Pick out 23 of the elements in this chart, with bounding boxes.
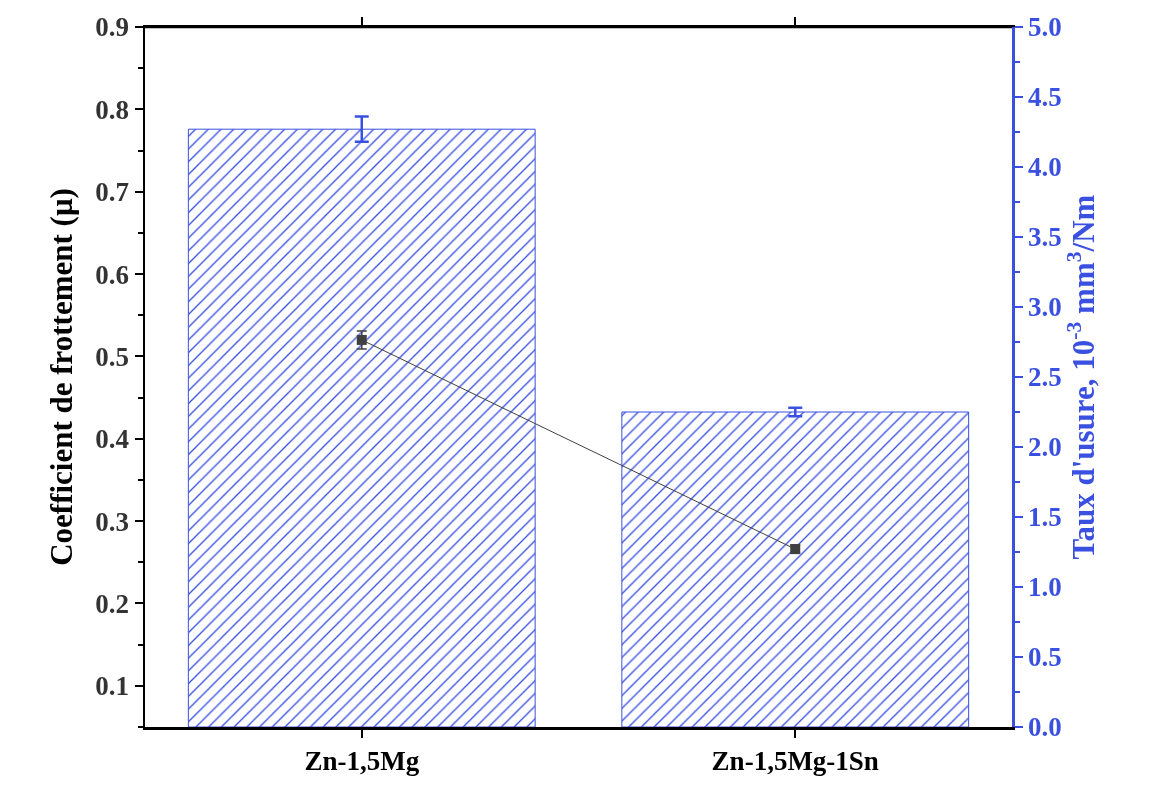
y2-tick-label: 3.5 <box>1027 222 1062 253</box>
y2-tick-label: 2.0 <box>1027 432 1062 463</box>
y-axis-title: Coefficient de frottement (μ) <box>43 188 79 566</box>
y2-tick-label: 4.5 <box>1027 82 1062 113</box>
y2-tick-label: 3.0 <box>1027 292 1062 323</box>
y-tick-label: 0.5 <box>95 341 130 372</box>
y-tick-label: 0.1 <box>95 671 130 702</box>
y2-tick-label: 0.5 <box>1027 642 1062 673</box>
y-tick-label: 0.3 <box>95 506 130 537</box>
y2-tick-label: 0.0 <box>1027 712 1062 743</box>
x-tick-label: Zn-1,5Mg-1Sn <box>711 745 879 776</box>
y-tick-label: 0.9 <box>95 12 130 43</box>
y2-tick-label: 5.0 <box>1027 12 1062 43</box>
y2-tick-label: 2.5 <box>1027 362 1062 393</box>
y2-tick-label: 4.0 <box>1027 152 1062 183</box>
x-tick-label: Zn-1,5Mg <box>304 745 420 776</box>
y-tick-label: 0.8 <box>95 94 130 125</box>
y-tick-label: 0.7 <box>95 177 130 208</box>
y2-tick-label: 1.0 <box>1027 572 1062 603</box>
y-tick-label: 0.2 <box>95 588 130 619</box>
y-tick-label: 0.4 <box>95 424 130 455</box>
y-tick-label: 0.6 <box>95 259 130 290</box>
y2-tick-label: 1.5 <box>1027 502 1062 533</box>
